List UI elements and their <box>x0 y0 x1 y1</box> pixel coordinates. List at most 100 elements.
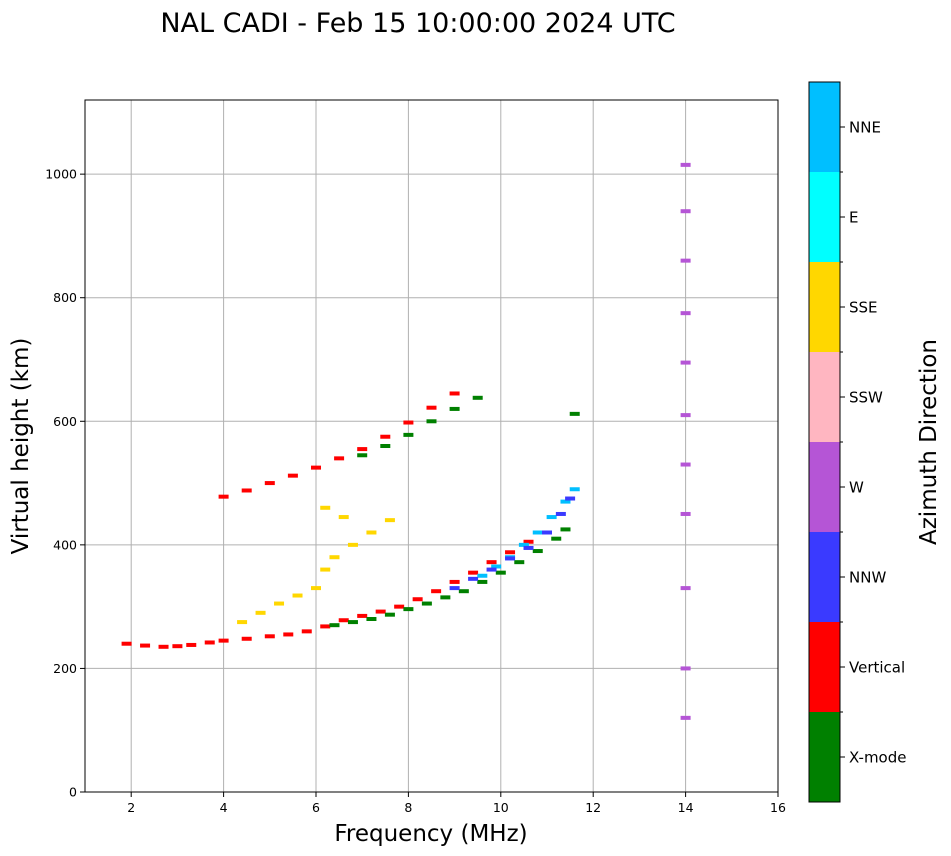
echo-point <box>551 536 562 541</box>
echo-point <box>255 610 266 615</box>
y-axis-label: Virtual height (km) <box>8 338 34 555</box>
x-tick-label: 4 <box>220 800 228 815</box>
echo-point <box>283 632 294 637</box>
y-tick-label: 400 <box>53 537 77 552</box>
echo-point <box>542 530 552 535</box>
echo-point <box>380 434 391 439</box>
x-tick-label: 8 <box>404 800 412 815</box>
x-axis-label: Frequency (MHz) <box>334 821 527 847</box>
echo-point <box>237 620 248 625</box>
colorbar-swatch-nne <box>809 82 840 172</box>
colorbar-swatch-nnw <box>809 532 840 622</box>
echo-point <box>449 391 460 396</box>
colorbar-swatch-vertical <box>809 622 840 712</box>
echo-point <box>186 642 197 647</box>
x-tick-label: 2 <box>127 800 135 815</box>
colorbar-tick-label: SSW <box>849 389 883 407</box>
echo-point <box>357 613 368 618</box>
echo-point <box>532 530 543 535</box>
echo-point <box>468 576 479 581</box>
colorbar-tick-label: E <box>849 209 858 227</box>
echo-point <box>218 494 229 499</box>
echo-point <box>347 620 358 625</box>
echo-point <box>403 607 414 612</box>
colorbar-tick-label: NNE <box>849 119 881 137</box>
echo-point <box>458 589 469 594</box>
echo-point <box>431 589 442 594</box>
echo-point <box>560 527 571 532</box>
echo-point <box>523 545 534 550</box>
echo-point <box>680 311 691 316</box>
echo-point <box>292 593 303 598</box>
echo-point <box>375 609 386 614</box>
colorbar-tick-label: Vertical <box>849 659 905 677</box>
colorbar-swatch-w <box>809 442 840 532</box>
colorbar-swatch-e <box>809 172 840 262</box>
echo-point <box>505 556 516 561</box>
x-tick-label: 16 <box>770 800 786 815</box>
echo-point <box>403 432 414 437</box>
echo-point <box>384 612 395 617</box>
echo-point <box>514 560 525 565</box>
echo-point <box>680 162 691 167</box>
echo-point <box>472 395 483 400</box>
echo-point <box>241 488 252 493</box>
colorbar-tick-label: X-mode <box>849 749 906 767</box>
echo-point <box>320 505 331 510</box>
echo-point <box>426 419 437 424</box>
echo-point <box>449 406 460 411</box>
echo-point <box>565 496 576 501</box>
x-tick-label: 10 <box>493 800 509 815</box>
y-tick-label: 600 <box>53 414 77 429</box>
echo-point <box>264 634 275 639</box>
echo-point <box>140 643 151 648</box>
colorbar: X-mode Vertical NNW W SSW SSE E NNE <box>808 81 906 803</box>
echo-point <box>338 515 349 520</box>
echo-point <box>357 453 368 458</box>
echo-point <box>320 567 331 572</box>
echo-point <box>121 641 132 646</box>
colorbar-tick-label: W <box>849 479 864 497</box>
echo-point <box>680 586 691 591</box>
echo-point <box>495 570 506 575</box>
echo-point <box>518 542 529 547</box>
echo-point <box>505 550 516 555</box>
echo-point <box>555 511 566 516</box>
echo-point <box>204 640 215 645</box>
echo-point <box>680 715 691 720</box>
echo-point <box>357 447 368 452</box>
echo-point <box>384 518 395 523</box>
colorbar-frame <box>808 81 841 803</box>
echo-point <box>680 258 691 263</box>
echo-point <box>546 515 557 520</box>
echo-point <box>680 413 691 418</box>
echo-point <box>680 462 691 467</box>
x-tick-label: 12 <box>585 800 601 815</box>
echo-point <box>486 560 497 565</box>
echo-point <box>264 481 275 486</box>
x-tick-label: 6 <box>312 800 320 815</box>
y-tick-label: 800 <box>53 290 77 305</box>
echo-point <box>412 597 423 602</box>
colorbar-swatch-sse <box>809 262 840 352</box>
echo-point <box>301 629 312 634</box>
plot-frame <box>84 99 779 793</box>
echo-point <box>680 209 691 214</box>
x-axis: 2 4 6 8 10 12 14 16 <box>127 792 786 815</box>
echo-point <box>311 465 321 470</box>
echo-point <box>158 644 169 649</box>
echo-point <box>680 511 691 516</box>
echo-point <box>241 636 252 641</box>
echo-point <box>491 564 502 569</box>
plot-area <box>121 162 691 720</box>
colorbar-swatch-x-mode <box>809 712 840 802</box>
echo-point <box>523 539 534 544</box>
y-tick-label: 200 <box>53 661 77 676</box>
echo-point <box>320 624 331 629</box>
echo-point <box>172 644 183 649</box>
colorbar-tick-label: SSE <box>849 299 878 317</box>
y-tick-label: 1000 <box>45 167 77 182</box>
colorbar-tick-label: NNW <box>849 569 886 587</box>
echo-point <box>366 530 377 535</box>
